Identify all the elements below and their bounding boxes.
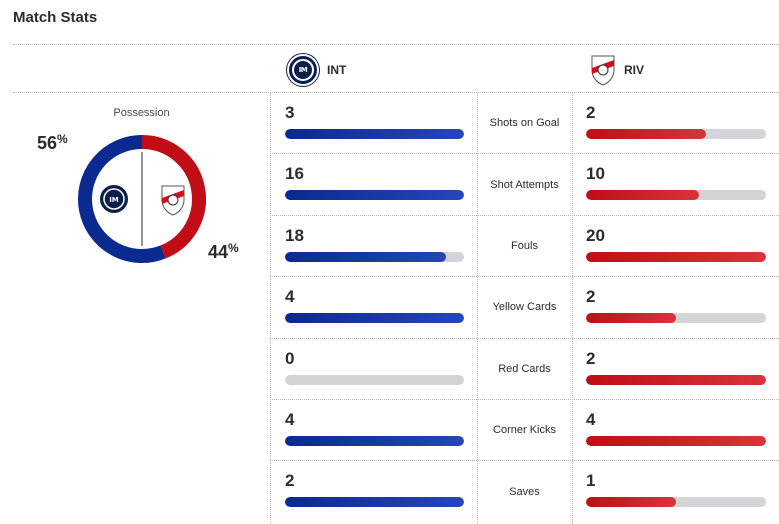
home-stat-bar-fill <box>285 313 464 324</box>
away-team-abbr: RIV <box>624 63 645 77</box>
home-stat-value: 2 <box>285 471 295 491</box>
header-divider <box>13 92 779 93</box>
donut-river-logo-icon <box>161 185 185 216</box>
away-team-header[interactable]: RIV <box>590 54 644 86</box>
section-title: Match Stats <box>13 9 98 26</box>
away-stat-cell: 4 <box>586 410 766 446</box>
possession-label: Possession <box>113 107 170 119</box>
away-stat-value: 2 <box>586 103 596 122</box>
stat-label: Red Cards <box>498 362 551 375</box>
away-stat-value: 4 <box>586 409 596 429</box>
away-stat-bar <box>586 435 766 446</box>
stat-row: 18 Fouls 20 <box>270 216 779 278</box>
home-stat-cell: 4 <box>285 287 464 324</box>
home-stat-cell: 0 <box>285 349 464 385</box>
home-stat-bar-fill <box>285 251 447 262</box>
home-stat-value: 3 <box>285 103 295 122</box>
away-stat-bar-fill <box>586 435 766 446</box>
stat-row: 2 Saves 1 <box>270 461 779 522</box>
home-team-abbr: INT <box>327 63 347 77</box>
home-stat-bar <box>285 129 464 139</box>
home-stat-bar-fill <box>285 190 464 201</box>
stat-label: Corner Kicks <box>493 424 556 437</box>
home-stat-value: 18 <box>285 225 304 245</box>
away-stat-bar <box>586 497 766 508</box>
away-stat-value: 20 <box>586 225 605 245</box>
stat-label: Shot Attempts <box>490 178 559 191</box>
home-team-header[interactable]: IM INT <box>287 54 346 86</box>
river-plate-logo-icon <box>591 55 615 86</box>
away-stat-bar-fill <box>586 313 676 324</box>
away-stat-value: 10 <box>586 164 605 184</box>
stat-row: 4 Corner Kicks 4 <box>270 400 779 462</box>
away-stat-bar <box>586 190 766 201</box>
away-stat-bar-fill <box>586 251 766 262</box>
home-stat-bar <box>285 435 464 446</box>
inter-logo-icon: IM <box>287 54 319 86</box>
stat-row: 3 Shots on Goal 2 <box>270 93 779 155</box>
stat-label: Yellow Cards <box>492 301 557 314</box>
away-stat-bar-fill <box>586 374 766 385</box>
away-stat-value: 2 <box>586 287 596 307</box>
home-possession-arc <box>78 135 166 263</box>
possession-panel: Possession 56% 44% IM <box>13 93 270 524</box>
home-stat-value: 4 <box>285 409 295 429</box>
home-stat-bar <box>285 497 464 508</box>
away-stat-cell: 2 <box>586 103 766 139</box>
away-stat-cell: 10 <box>586 164 766 201</box>
away-stat-cell: 2 <box>586 287 766 324</box>
home-stat-bar <box>285 313 464 324</box>
home-stat-bar <box>285 251 464 262</box>
away-stat-bar <box>586 374 766 385</box>
possession-donut-chart: IM <box>78 135 206 263</box>
stat-label: Fouls <box>511 239 538 252</box>
grid-line-mid-right <box>572 93 573 524</box>
home-stat-value: 0 <box>285 348 295 368</box>
stat-row: 16 Shot Attempts 10 <box>270 154 779 216</box>
svg-text:IM: IM <box>109 196 119 204</box>
home-stat-cell: 2 <box>285 471 464 508</box>
home-stat-cell: 16 <box>285 164 464 201</box>
away-stat-bar-fill <box>586 129 707 139</box>
away-stat-bar <box>586 129 766 139</box>
away-stat-bar-fill <box>586 497 676 508</box>
stat-label: Shots on Goal <box>489 117 560 130</box>
away-stat-cell: 20 <box>586 226 766 262</box>
grid-line-left <box>270 93 271 524</box>
donut-inter-logo-icon: IM <box>98 183 130 215</box>
stats-grid: 3 Shots on Goal 2 16 Shot Attempts 10 18 Fouls 2… <box>270 93 779 523</box>
away-stat-cell: 1 <box>586 471 766 508</box>
home-stat-bar-fill <box>285 435 464 446</box>
home-stat-cell: 3 <box>285 103 464 139</box>
home-stat-bar <box>285 190 464 201</box>
away-possession-arc <box>141 135 206 259</box>
grid-line-mid-left <box>477 93 478 524</box>
stat-row: 0 Red Cards 2 <box>270 339 779 400</box>
home-stat-cell: 4 <box>285 410 464 446</box>
home-stat-value: 16 <box>285 164 304 184</box>
stat-label: Saves <box>509 486 540 499</box>
home-stat-bar-fill <box>285 129 464 139</box>
away-stat-cell: 2 <box>586 349 766 385</box>
home-possession-percent: 56% <box>37 132 68 153</box>
away-stat-value: 1 <box>586 471 596 491</box>
home-stat-value: 4 <box>285 287 295 307</box>
home-stat-bar-fill <box>285 497 464 508</box>
away-stat-bar-fill <box>586 190 699 201</box>
title-divider <box>13 44 779 45</box>
stat-row: 4 Yellow Cards 2 <box>270 277 779 339</box>
away-possession-percent: 44% <box>208 241 239 262</box>
home-stat-cell: 18 <box>285 226 464 262</box>
away-stat-bar <box>586 251 766 262</box>
away-stat-value: 2 <box>586 348 596 368</box>
home-stat-bar <box>285 374 464 385</box>
away-stat-bar <box>586 313 766 324</box>
